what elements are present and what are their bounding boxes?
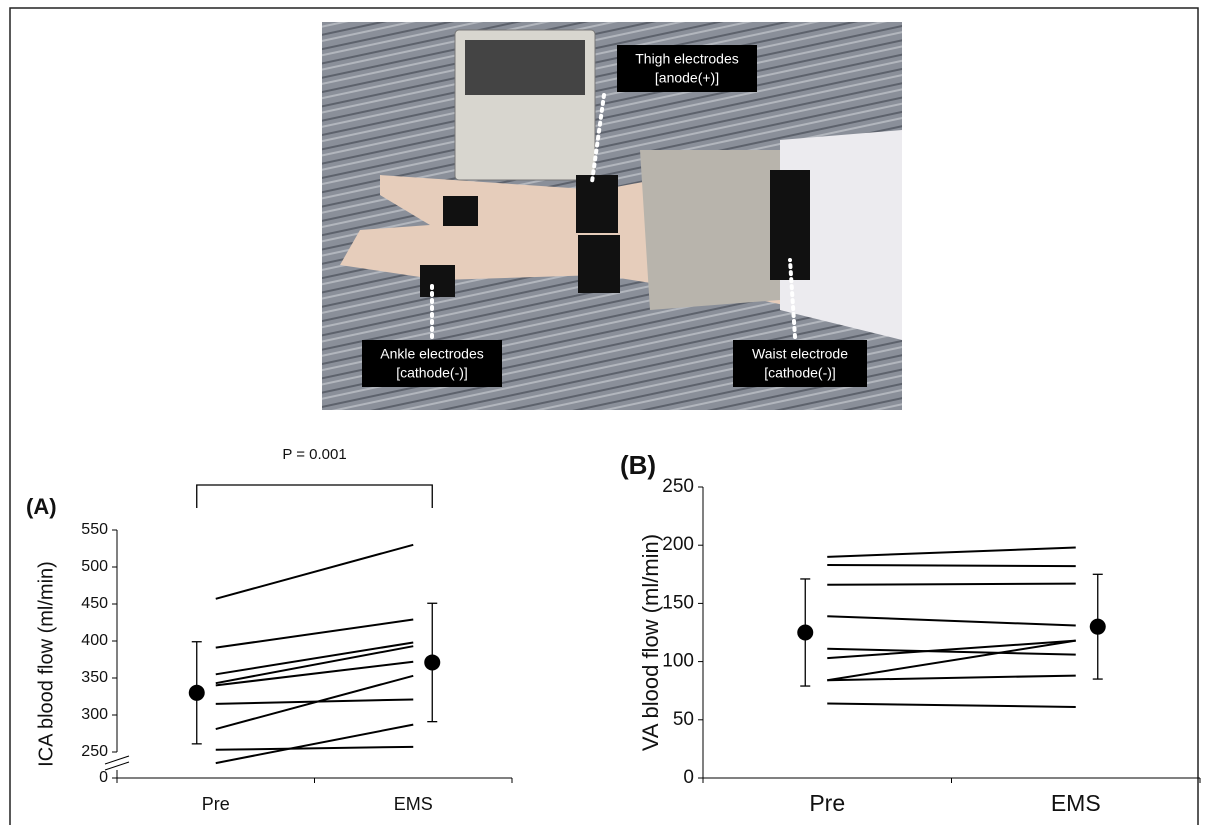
mean-dot — [424, 654, 441, 671]
label-box — [362, 340, 502, 387]
photo: Thigh electrodes [anode(+)] Ankle electr… — [322, 22, 902, 410]
y-tick-label: 350 — [81, 669, 108, 686]
x-tick-label: EMS — [394, 794, 433, 814]
label-box — [617, 45, 757, 92]
subject-line — [215, 674, 414, 731]
pointer — [590, 93, 606, 184]
y-tick-label: 0 — [683, 767, 694, 788]
y-tick-label: 150 — [662, 592, 694, 613]
photo-label: Waist electrode — [752, 346, 848, 362]
device-panel — [465, 40, 585, 95]
subject-line — [827, 546, 1076, 558]
significance-bracket — [196, 484, 433, 508]
subject-line — [215, 641, 414, 676]
y-tick-label: 450 — [81, 595, 108, 612]
subject-line — [827, 674, 1076, 682]
thigh-band — [578, 235, 620, 293]
photo-label: Ankle electrodes — [380, 346, 484, 362]
panel-label: (A) — [26, 494, 57, 519]
photo-label: [cathode(-)] — [764, 365, 836, 381]
subject-line — [215, 723, 414, 765]
shorts — [640, 150, 780, 310]
subject-line — [215, 660, 414, 687]
y-tick-label: 550 — [81, 521, 108, 538]
y-axis-label: ICA blood flow (ml/min) — [35, 561, 57, 767]
label-box — [733, 340, 867, 387]
mean-dot — [797, 624, 814, 641]
y-tick-label: 250 — [662, 476, 694, 497]
panel-label: (B) — [620, 450, 656, 480]
shirt — [780, 130, 902, 340]
y-axis-label: VA blood flow (ml/min) — [638, 534, 663, 751]
p-value: P = 0.001 — [282, 446, 346, 463]
x-tick-label: Pre — [202, 794, 230, 814]
subject-line — [827, 582, 1076, 586]
mean-dot — [188, 684, 205, 701]
subject-line — [827, 615, 1076, 627]
axis-break — [104, 761, 130, 771]
mean-dot — [1089, 618, 1106, 635]
y-tick-label: 250 — [81, 743, 108, 760]
y-tick-label: 500 — [81, 558, 108, 575]
y-tick-label: 100 — [662, 651, 694, 672]
pointer — [788, 258, 797, 339]
y-tick-label: 300 — [81, 706, 108, 723]
subject-line — [827, 647, 1076, 656]
ankle-band — [420, 265, 455, 297]
x-tick-label: Pre — [809, 790, 845, 816]
subject-line — [827, 639, 1076, 682]
subject-line — [827, 563, 1076, 568]
subject-line — [827, 702, 1076, 708]
axis-break — [104, 755, 130, 765]
photo-label: Thigh electrodes — [635, 51, 739, 67]
subject-line — [215, 618, 414, 649]
y-tick-label: 50 — [673, 709, 694, 730]
figure-frame — [9, 7, 1199, 825]
y-tick-label: 0 — [99, 769, 108, 786]
subject-line — [827, 639, 1076, 660]
x-tick-label: EMS — [1051, 790, 1101, 816]
subject-line — [215, 543, 414, 600]
photo-label: [anode(+)] — [655, 70, 719, 86]
ankle-band — [443, 196, 478, 226]
photo-label: [cathode(-)] — [396, 365, 468, 381]
thigh-band — [576, 175, 618, 233]
subject-line — [215, 645, 414, 685]
y-tick-label: 400 — [81, 632, 108, 649]
y-tick-label: 200 — [662, 534, 694, 555]
subject-line — [215, 745, 414, 751]
